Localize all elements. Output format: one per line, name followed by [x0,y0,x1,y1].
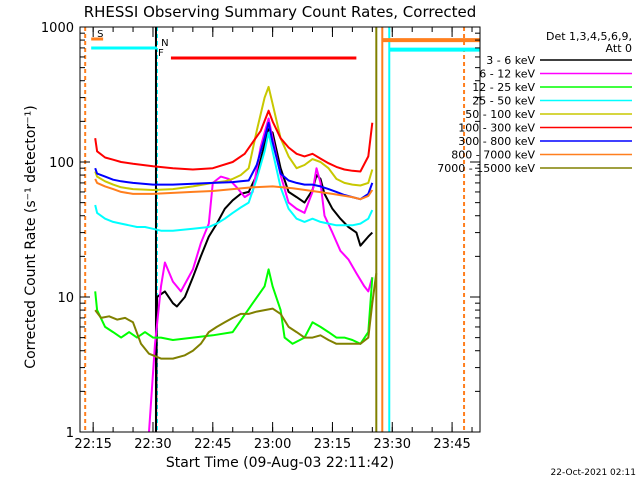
flag-label: N [161,38,168,49]
flag-label: F [158,48,164,59]
x-tick-label: 23:00 [254,437,291,452]
x-tick-label: 22:45 [194,437,231,452]
y-tick-label: 1 [66,426,74,441]
x-tick-label: 22:15 [74,437,111,452]
series-line [94,178,374,201]
series-line [94,273,378,360]
y-axis-label: Corrected Count Rate (s⁻¹ detector⁻¹) [23,105,39,368]
plot-area: S NF [84,27,480,433]
series-line [148,117,374,433]
series-line [94,85,374,191]
series-line [94,131,374,232]
x-tick-label: 23:30 [374,437,411,452]
y-tick-label: 100 [49,156,74,171]
chart-title: RHESSI Observing Summary Count Rates, Co… [84,3,477,21]
legend-label: 6 - 12 keV [479,68,535,81]
legend-label: 25 - 50 keV [472,95,535,108]
y-tick-label: 1000 [41,21,74,36]
legend-label: 7000 - 15000 keV [437,162,535,175]
series-line [94,268,374,345]
x-tick-label: 22:30 [134,437,171,452]
legend-label: 12 - 25 keV [472,81,535,94]
legend-label: 50 - 100 keV [465,108,535,121]
x-axis-label: Start Time (09-Aug-03 22:11:42) [166,455,394,471]
legend-header: Att 0 [606,42,632,55]
series-line [94,109,374,173]
series-line [155,128,374,433]
x-tick-label: 23:45 [433,437,470,452]
legend-label: 300 - 800 keV [458,135,535,148]
x-tick-label: 23:15 [314,437,351,452]
y-tick-label: 10 [57,291,74,306]
legend-label: 3 - 6 keV [486,54,535,67]
axes-frame [79,26,481,433]
footer-timestamp: 22-Oct-2021 02:11 [551,468,636,478]
axes: 1 10 100 1000 22:15 22:30 22:45 23:00 23:15 23:30… [41,21,481,452]
legend-label: 100 - 300 keV [458,122,535,135]
legend-header: Det 1,3,4,5,6,9, [546,30,632,43]
series-line [94,121,374,201]
legend-label: 800 - 7000 keV [451,149,535,162]
flag-label: S [97,29,103,40]
